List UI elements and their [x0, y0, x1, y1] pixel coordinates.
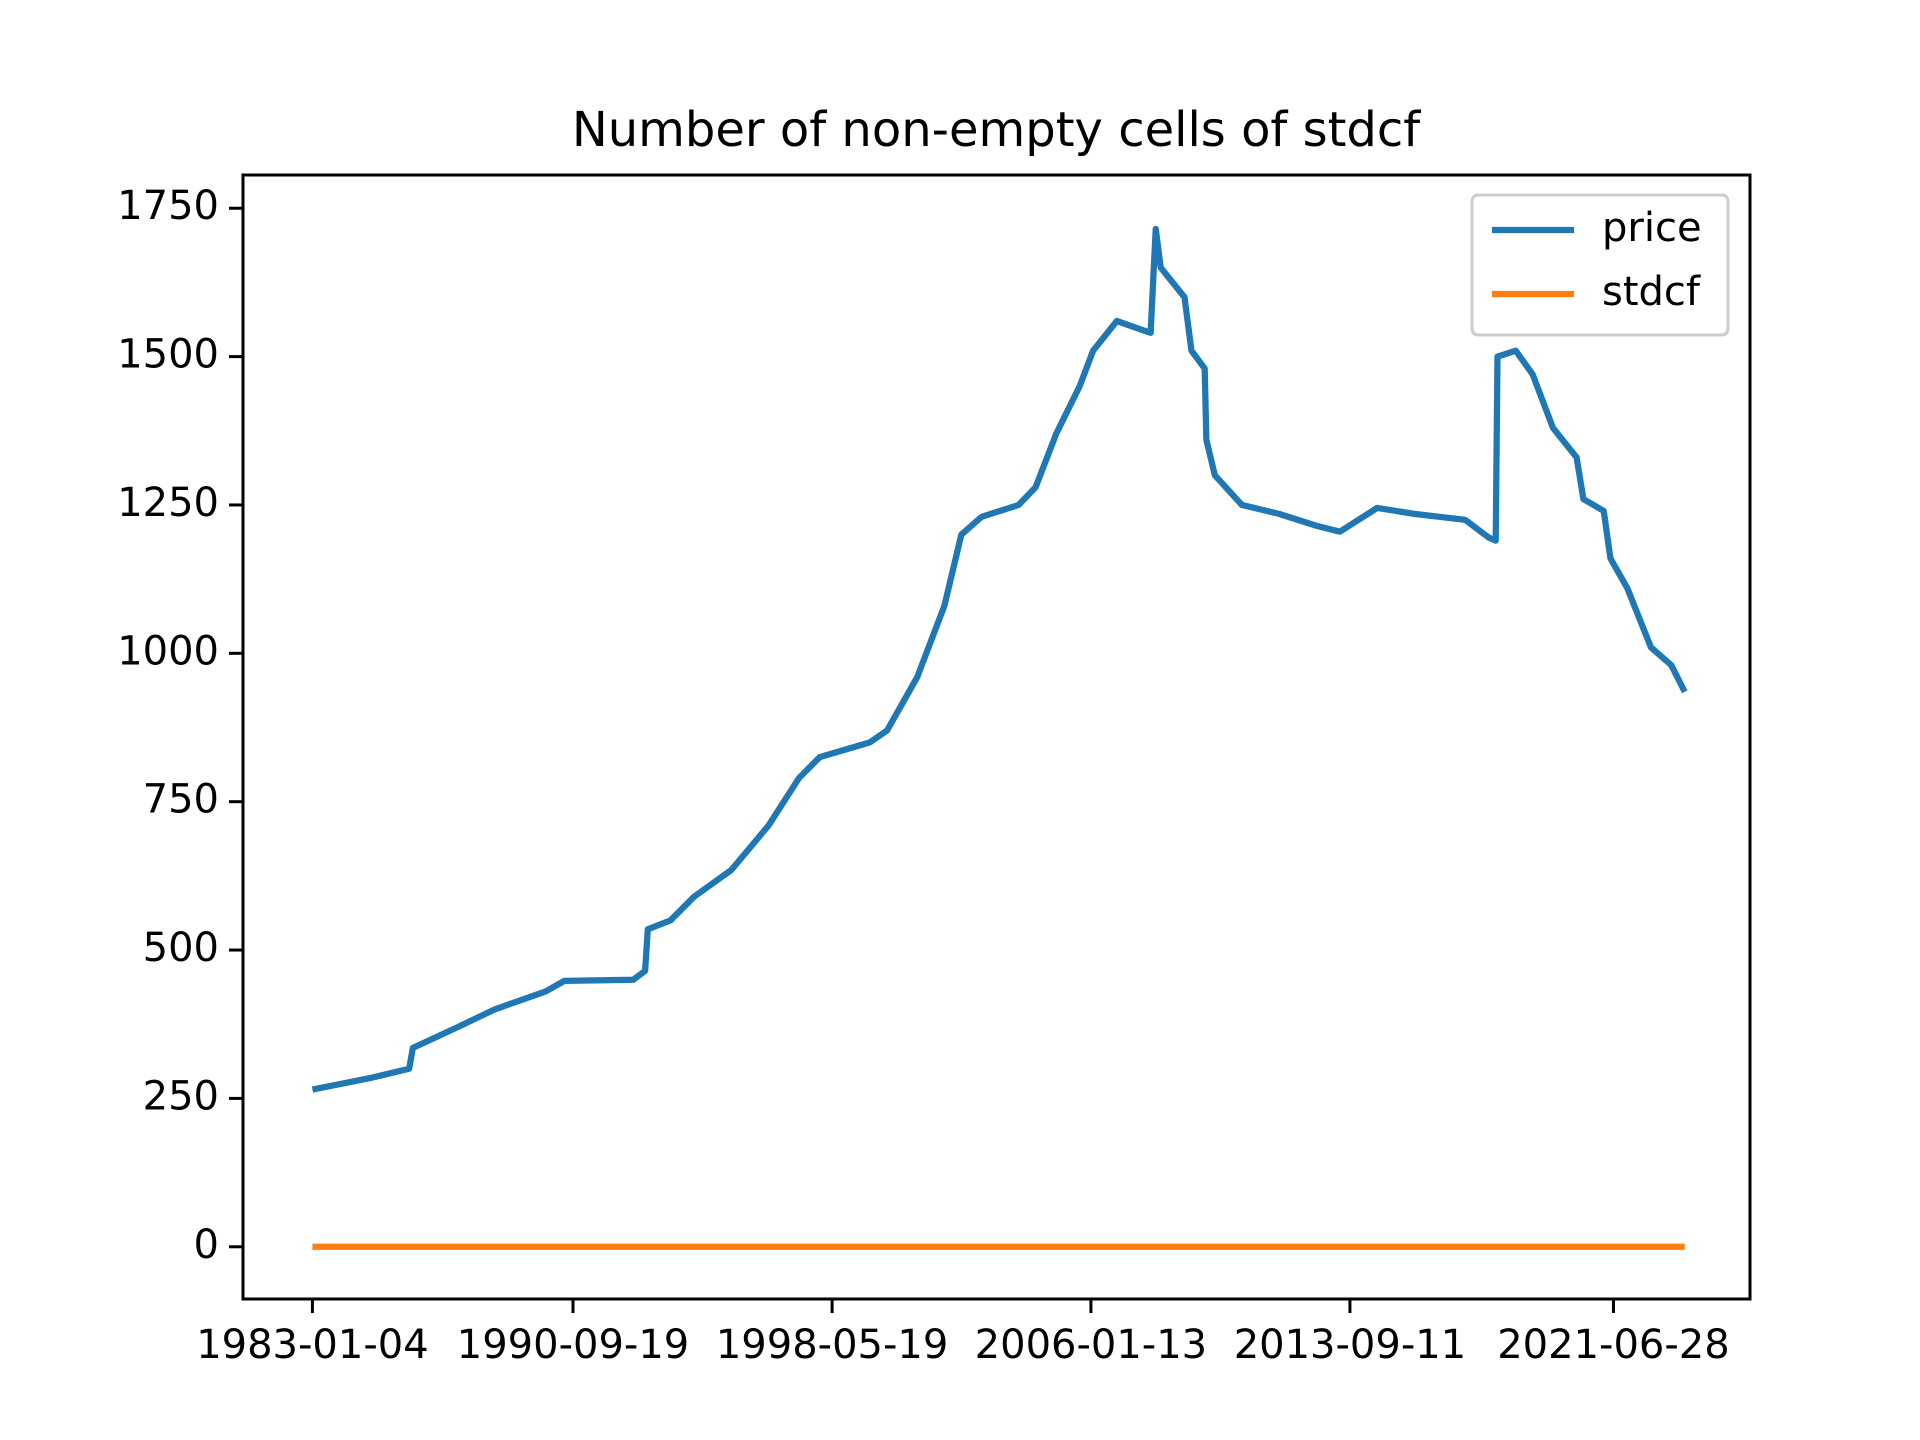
y-tick-label: 0	[194, 1222, 219, 1268]
x-tick-label: 2013-09-11	[1234, 1322, 1466, 1368]
y-tick-label: 1500	[117, 332, 219, 378]
x-tick-label: 1990-09-19	[457, 1322, 689, 1368]
y-tick-label: 1250	[117, 480, 219, 526]
y-tick-label: 250	[143, 1073, 219, 1119]
line-series	[311, 225, 1688, 1093]
y-tick-label: 750	[143, 777, 219, 823]
x-tick-label: 1983-01-04	[196, 1322, 428, 1368]
y-tick-label: 1750	[117, 183, 219, 229]
x-tick-label: 2006-01-13	[975, 1322, 1207, 1368]
chart-title: Number of non-empty cells of stdcf	[572, 102, 1421, 158]
legend-label: price	[1602, 205, 1702, 251]
y-tick-label: 1000	[117, 628, 219, 674]
legend-label: stdcf	[1602, 269, 1701, 315]
plot-frame	[241, 173, 1752, 1301]
y-tick-label: 500	[143, 925, 219, 971]
x-tick-label: 2021-06-28	[1497, 1322, 1729, 1368]
x-tick-label: 1998-05-19	[716, 1322, 948, 1368]
